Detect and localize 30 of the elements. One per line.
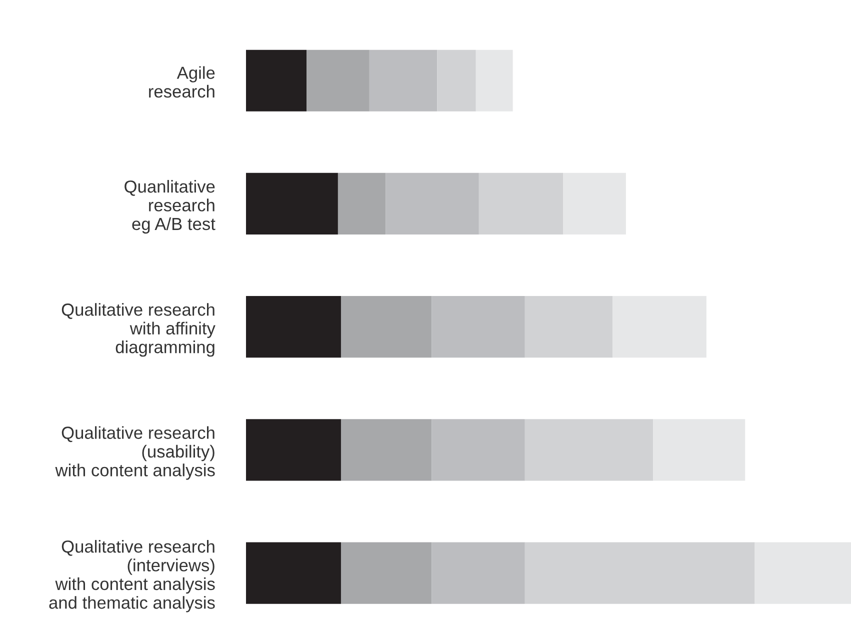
bar xyxy=(612,296,706,358)
y-tick-label: Quanlitative research eg A/B test xyxy=(124,180,216,234)
bar xyxy=(524,296,613,358)
bar xyxy=(524,542,755,604)
bar xyxy=(340,419,432,481)
bar xyxy=(340,542,432,604)
bar xyxy=(369,50,438,112)
bar xyxy=(246,172,338,234)
bar xyxy=(754,542,851,604)
bar xyxy=(432,419,525,481)
bar xyxy=(653,419,746,481)
bar xyxy=(476,50,513,112)
y-tick-label: Agile research xyxy=(149,66,215,98)
y-tick-label: Qualitative research (interviews) with content analysis and thematic analysis xyxy=(49,540,215,612)
bar xyxy=(246,296,341,358)
bar xyxy=(432,542,525,604)
y-tick-label: Qualitative research with affinity diagramming xyxy=(62,303,216,357)
bar xyxy=(386,172,479,234)
bar xyxy=(340,296,432,358)
bar xyxy=(432,296,525,358)
y-tick-label: Qualitative research (usability) with content analysis xyxy=(55,426,215,480)
bar xyxy=(246,542,341,604)
bar xyxy=(437,50,476,112)
bar xyxy=(478,172,564,234)
bar xyxy=(563,172,626,234)
bar xyxy=(306,50,370,112)
bar xyxy=(338,172,386,234)
bar xyxy=(524,419,654,481)
bar xyxy=(246,419,341,481)
bar xyxy=(246,50,306,112)
